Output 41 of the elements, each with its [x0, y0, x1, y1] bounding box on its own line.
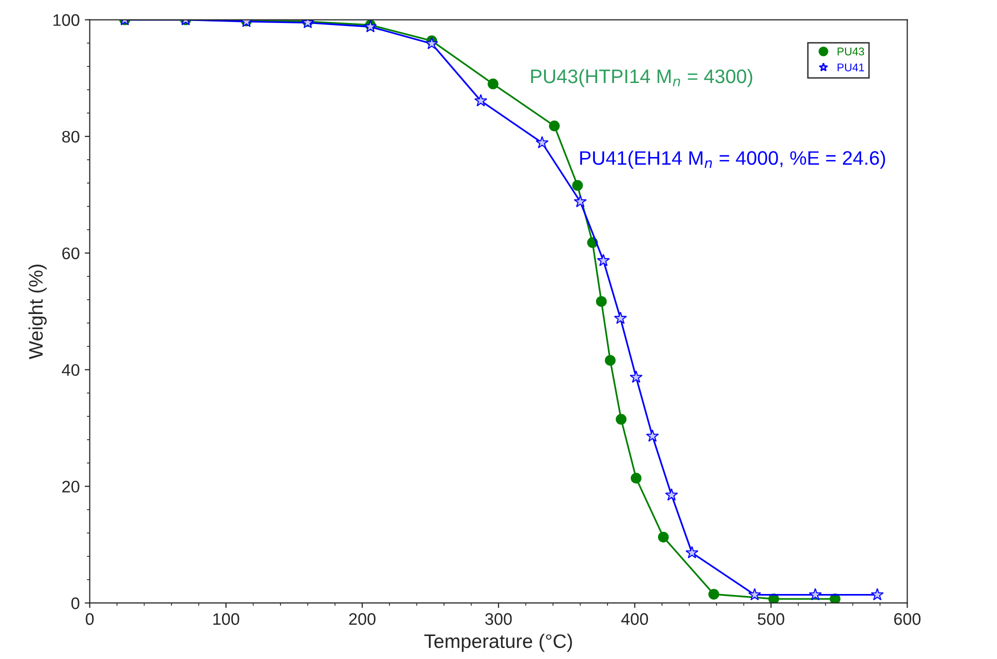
point: [748, 588, 762, 600]
point: [572, 180, 583, 191]
legend-label: PU41: [838, 64, 864, 72]
point: [614, 312, 627, 324]
point: [630, 472, 642, 484]
x-tick-label: 100: [213, 613, 240, 625]
point: [808, 588, 822, 600]
point: [665, 488, 678, 501]
point: [536, 136, 549, 148]
x-tick-label: 400: [621, 613, 648, 625]
annotation: PU41(EH14 M$_{n}$ = 4000, %E = 24.6): [580, 150, 886, 169]
point: [425, 36, 438, 50]
point: [548, 120, 560, 132]
x-tick-label: 500: [758, 613, 784, 625]
y-tick-label: 0: [71, 597, 80, 610]
point: [870, 588, 884, 600]
legend-label: PU43: [838, 48, 864, 56]
point: [474, 94, 488, 106]
point: [616, 414, 627, 425]
y-tick-label: 100: [53, 14, 80, 26]
point: [708, 588, 720, 600]
point: [686, 546, 698, 558]
x-tick-label: 600: [894, 613, 921, 625]
point: [488, 78, 498, 90]
point: [574, 194, 587, 208]
point: [658, 532, 669, 542]
point: [596, 296, 607, 307]
x-axis-title: Temperature (°C): [424, 634, 572, 652]
x-tick-label: 0: [86, 613, 94, 625]
point: [630, 370, 643, 383]
point: [596, 254, 610, 266]
annotation: PU43(HTPI14 M$_{n}$ = 4300): [531, 68, 752, 88]
y-axis-title: Weight (%): [28, 264, 47, 360]
x-tick-label: 300: [485, 613, 512, 625]
point: [646, 429, 659, 442]
y-tick-label: 20: [62, 480, 80, 493]
x-tick-label: 200: [349, 613, 376, 625]
y-tick-label: 80: [62, 130, 80, 143]
point: [604, 354, 616, 366]
y-tick-label: 60: [62, 247, 80, 260]
y-tick-label: 40: [62, 364, 80, 376]
